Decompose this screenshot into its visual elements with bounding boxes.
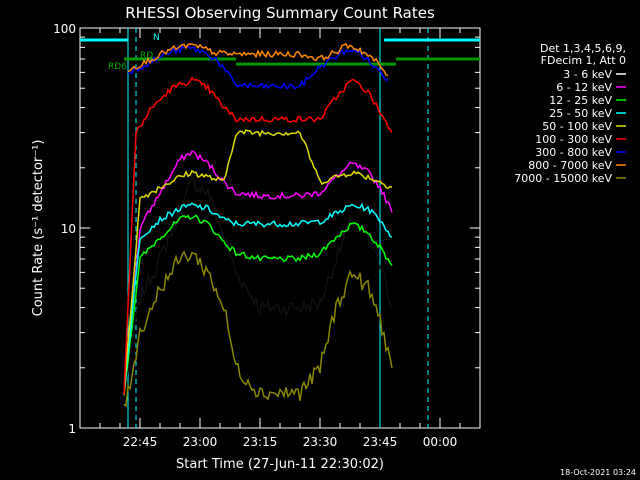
legend-header: FDecim 1, Att 0 xyxy=(541,54,626,67)
legend-entry: 800 - 7000 keV xyxy=(528,159,612,172)
tick-labels: 1 10 100 22:45 23:00 23:15 23:30 23:45 00:00 xyxy=(53,22,457,449)
series-line xyxy=(123,250,393,408)
legend-entry: 25 - 50 keV xyxy=(549,107,612,120)
x-tick-label: 00:00 xyxy=(423,435,458,449)
x-tick-label: 23:00 xyxy=(183,435,218,449)
x-tick-label: 23:15 xyxy=(243,435,278,449)
series-line xyxy=(123,202,393,395)
legend-entry: 100 - 300 keV xyxy=(535,133,612,146)
x-tick-label: 23:45 xyxy=(363,435,398,449)
x-axis-label: Start Time (27-Jun-11 22:30:02) xyxy=(176,457,384,472)
series-line xyxy=(123,214,393,396)
legend-entry: 3 - 6 keV xyxy=(563,68,612,81)
series-line xyxy=(123,129,393,395)
series-lines xyxy=(123,43,393,408)
orbit-markers: RD6 RDN xyxy=(80,28,480,428)
legend: Det 1,3,4,5,6,9,FDecim 1, Att 03 - 6 keV… xyxy=(514,42,626,185)
legend-entry: 12 - 25 keV xyxy=(549,94,612,107)
legend-header: Det 1,3,4,5,6,9, xyxy=(540,42,626,55)
annotation-label: RD6 xyxy=(108,62,127,72)
y-axis-label: Count Rate (s⁻¹ detector⁻¹) xyxy=(31,140,46,317)
x-tick-label: 22:45 xyxy=(123,435,158,449)
y-tick-label: 1 xyxy=(68,422,76,436)
annotation-label: RD xyxy=(140,51,153,61)
y-tick-label: 10 xyxy=(61,222,76,236)
legend-entry: 50 - 100 keV xyxy=(542,120,612,133)
series-line xyxy=(123,76,393,395)
legend-entry: 7000 - 15000 keV xyxy=(514,172,612,185)
x-tick-label: 23:30 xyxy=(303,435,338,449)
axes xyxy=(79,27,481,429)
series-line xyxy=(127,45,389,90)
footer-timestamp: 18-Oct-2021 03:24 xyxy=(560,468,636,477)
chart-title: RHESSI Observing Summary Count Rates xyxy=(125,4,435,22)
annotation-label: N xyxy=(153,33,160,43)
series-line xyxy=(123,174,393,392)
legend-entry: 6 - 12 keV xyxy=(556,81,612,94)
legend-entry: 300 - 800 keV xyxy=(535,146,612,159)
series-line xyxy=(127,43,389,77)
y-tick-label: 100 xyxy=(53,22,76,36)
series-line xyxy=(123,150,393,394)
